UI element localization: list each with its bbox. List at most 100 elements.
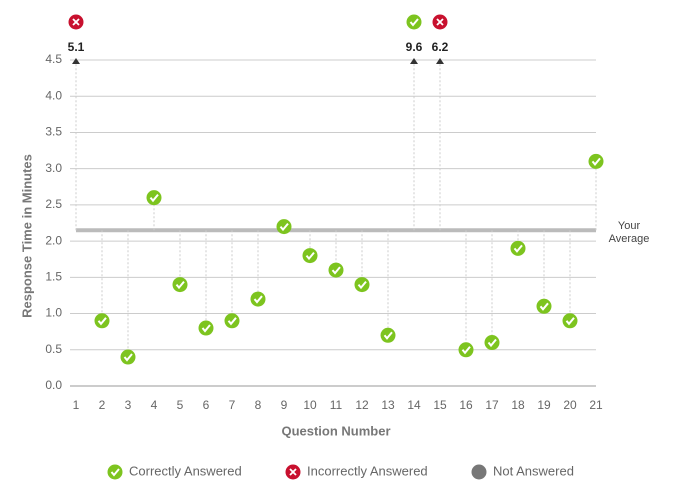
marker-circle: [276, 219, 292, 235]
y-tick-label: 3.0: [45, 161, 62, 175]
point-marker: [458, 342, 474, 358]
points: 9.6 5.1 6.2: [68, 14, 604, 365]
check-icon: [487, 338, 497, 348]
point-marker: [328, 262, 344, 278]
legend-label: Correctly Answered: [129, 463, 242, 478]
point-marker: [510, 240, 526, 256]
y-tick-label: 2.0: [45, 233, 62, 247]
marker-circle: [146, 190, 162, 206]
check-icon: [253, 295, 263, 304]
point-marker: [94, 313, 110, 329]
marker-circle: [354, 277, 370, 293]
marker-circle: [484, 335, 500, 351]
x-tick-label: 16: [459, 398, 473, 412]
x-tick-label: 7: [229, 398, 236, 412]
marker-circle: [406, 14, 422, 30]
marker-circle: [250, 291, 266, 307]
check-icon: [305, 251, 315, 261]
cross-icon: [72, 18, 80, 26]
y-tick-label: 4.0: [45, 88, 62, 102]
overflow-value-label: 9.6: [406, 40, 423, 54]
check-icon: [331, 266, 341, 275]
x-tick-label: 20: [563, 398, 577, 412]
y-tick-label: 1.0: [45, 306, 62, 320]
point-marker: [172, 277, 188, 293]
check-icon: [110, 468, 120, 477]
x-tick-label: 10: [303, 398, 317, 412]
check-icon: [97, 317, 107, 326]
x-tick-label: 12: [355, 398, 369, 412]
x-axis-title: Question Number: [281, 423, 390, 438]
point-marker: [285, 464, 301, 480]
x-tick-label: 1: [73, 398, 80, 412]
x-tick-label: 14: [407, 398, 421, 412]
check-icon: [175, 280, 185, 290]
marker-circle: [562, 313, 578, 329]
legend-label: Not Answered: [493, 463, 574, 478]
check-icon: [201, 324, 211, 333]
marker-circle: [536, 298, 552, 314]
x-tick-label: 11: [330, 398, 343, 412]
check-icon: [279, 222, 289, 232]
y-tick-label: 1.5: [45, 270, 62, 284]
check-icon: [227, 317, 237, 326]
x-tick-label: 6: [203, 398, 210, 412]
point-marker: [380, 327, 396, 343]
point-marker: [588, 153, 604, 169]
overflow-arrow: [72, 58, 80, 64]
x-tick-label: 4: [151, 398, 158, 412]
point-marker: [68, 14, 84, 30]
point-marker: [406, 14, 422, 30]
point-marker: [107, 464, 123, 480]
cross-icon: [289, 468, 297, 476]
marker-circle: [458, 342, 474, 358]
point-marker: [250, 291, 266, 307]
x-tick-label: 13: [381, 398, 395, 412]
x-tick-label: 9: [281, 398, 288, 412]
x-tick-label: 8: [255, 398, 262, 412]
point-marker: [224, 313, 240, 329]
point-marker: [120, 349, 136, 365]
cross-icon: [436, 18, 444, 26]
x-tick-label: 2: [99, 398, 106, 412]
marker-circle: [172, 277, 188, 293]
overflow-arrow: [436, 58, 444, 64]
average-label: Your Average: [608, 220, 650, 245]
marker-circle: [198, 320, 214, 336]
overflow-arrow: [410, 58, 418, 64]
x-tick-label: 19: [537, 398, 551, 412]
legend-label: Incorrectly Answered: [307, 463, 428, 478]
y-axis-title: Response Time in Minutes: [19, 154, 34, 318]
point-marker: [536, 298, 552, 314]
check-icon: [123, 353, 133, 362]
point-marker: [484, 335, 500, 351]
check-icon: [409, 18, 419, 27]
check-icon: [461, 346, 471, 355]
check-icon: [513, 244, 523, 253]
overflow-value-label: 5.1: [68, 40, 85, 54]
check-icon: [383, 331, 393, 340]
point-marker: [562, 313, 578, 329]
x-tick-label: 17: [485, 398, 499, 412]
marker-circle: [94, 313, 110, 329]
marker-circle: [328, 262, 344, 278]
x-tick-label: 18: [511, 398, 525, 412]
x-tick-label: 3: [125, 398, 132, 412]
y-tick-label: 4.5: [45, 52, 62, 66]
check-icon: [149, 194, 159, 203]
point-marker: [146, 190, 162, 206]
marker-circle: [380, 327, 396, 343]
y-tick-label: 3.5: [45, 125, 62, 139]
check-icon: [539, 302, 549, 311]
marker-circle: [120, 349, 136, 365]
y-tick-label: 0.5: [45, 342, 62, 356]
legend-swatch: [471, 464, 487, 480]
marker-circle: [588, 153, 604, 169]
marker-circle: [224, 313, 240, 329]
point-marker: [354, 277, 370, 293]
point-marker: [432, 14, 448, 30]
check-icon: [591, 157, 601, 166]
marker-circle: [107, 464, 123, 480]
